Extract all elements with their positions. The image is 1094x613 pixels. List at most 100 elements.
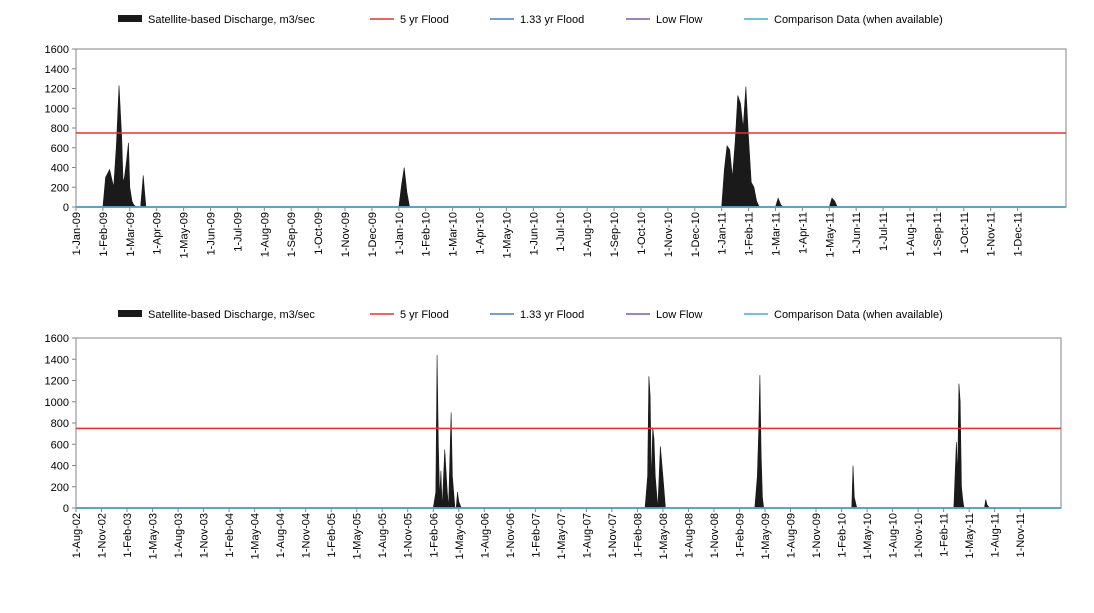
- chart-2: Satellite-based Discharge, m3/sec 5 yr Fl…: [45, 309, 1062, 559]
- x-tick-label: 1-May-05: [352, 513, 364, 559]
- x-tick-label: 1-Nov-08: [709, 513, 721, 558]
- x-tick-label: 1-Jan-11: [717, 212, 729, 255]
- x-tick-label: 1-May-10: [862, 513, 874, 559]
- legend-entry: Comparison Data (when available): [774, 309, 943, 321]
- legend-swatch: [118, 310, 142, 317]
- x-tick-label: 1-Jun-11: [851, 212, 863, 255]
- x-tick-label: 1-Aug-07: [581, 513, 593, 558]
- y-tick-label: 800: [51, 418, 69, 430]
- x-tick-label: 1-Apr-10: [475, 212, 487, 255]
- legend-entry: Low Flow: [656, 309, 703, 321]
- x-tick-label: 1-Aug-11: [990, 513, 1002, 557]
- chart-1: Satellite-based Discharge, m3/sec 5 yr Fl…: [45, 14, 1067, 258]
- x-tick-label: 1-Nov-11: [1015, 513, 1027, 557]
- x-tick-label: 1-Aug-10: [582, 212, 594, 257]
- y-tick-label: 200: [51, 482, 69, 494]
- legend-entry: 5 yr Flood: [400, 309, 449, 321]
- x-tick-label: 1-Nov-05: [403, 513, 415, 558]
- x-tick-label: 1-Aug-04: [275, 513, 287, 558]
- x-tick-label: 1-Nov-03: [199, 513, 211, 558]
- y-tick-label: 800: [51, 123, 69, 135]
- x-tick-label: 1-Mar-10: [448, 212, 460, 257]
- legend-entry: Satellite-based Discharge, m3/sec: [148, 14, 315, 26]
- legend-swatch: [118, 15, 142, 22]
- x-tick-label: 1-Aug-09: [259, 212, 271, 257]
- legend-entry: Satellite-based Discharge, m3/sec: [148, 309, 315, 321]
- x-tick-label: 1-Jul-09: [232, 212, 244, 252]
- y-tick-label: 200: [51, 182, 69, 194]
- y-tick-label: 600: [51, 143, 69, 155]
- x-tick-label: 1-Sep-10: [609, 212, 621, 257]
- y-tick-label: 1200: [45, 376, 69, 388]
- x-tick-label: 1-Dec-09: [367, 212, 379, 257]
- x-tick-label: 1-May-04: [250, 513, 262, 559]
- x-tick-label: 1-Jun-10: [528, 212, 540, 255]
- y-tick-label: 1000: [45, 397, 69, 409]
- x-tick-label: 1-Feb-11: [744, 212, 756, 256]
- x-tick-label: 1-Nov-06: [505, 513, 517, 558]
- x-tick-label: 1-May-11: [964, 513, 976, 559]
- x-tick-label: 1-Sep-09: [286, 212, 298, 257]
- x-tick-label: 1-Feb-07: [530, 513, 542, 558]
- x-tick-label: 1-Sep-11: [932, 212, 944, 256]
- x-tick-label: 1-Feb-10: [421, 212, 433, 257]
- x-tick-label: 1-May-10: [501, 212, 513, 258]
- x-tick-label: 1-Nov-07: [607, 513, 619, 558]
- x-tick-label: 1-May-07: [556, 513, 568, 559]
- y-tick-label: 400: [51, 461, 69, 473]
- x-tick-label: 1-Nov-11: [986, 212, 998, 256]
- x-tick-label: 1-May-11: [824, 212, 836, 258]
- x-tick-label: 1-May-08: [658, 513, 670, 559]
- legend: Satellite-based Discharge, m3/sec 5 yr Fl…: [118, 309, 943, 321]
- x-tick-label: 1-Aug-09: [786, 513, 798, 558]
- y-tick-label: 600: [51, 439, 69, 451]
- x-tick-label: 1-Nov-09: [811, 513, 823, 558]
- plot-area: [75, 337, 1062, 509]
- x-tick-label: 1-Feb-09: [734, 513, 746, 558]
- x-tick-label: 1-May-09: [760, 513, 772, 559]
- x-tick-label: 1-Mar-09: [125, 212, 137, 257]
- x-tick-label: 1-Apr-09: [152, 212, 164, 255]
- x-tick-label: 1-Feb-09: [98, 212, 110, 257]
- x-tick-label: 1-Feb-10: [837, 513, 849, 558]
- x-tick-label: 1-Nov-09: [340, 212, 352, 257]
- x-tick-label: 1-Feb-11: [939, 513, 951, 557]
- y-tick-label: 0: [63, 503, 69, 515]
- x-tick-label: 1-Feb-08: [632, 513, 644, 558]
- x-tick-label: 1-Aug-03: [173, 513, 185, 558]
- legend-entry: 5 yr Flood: [400, 14, 449, 26]
- y-tick-label: 1200: [45, 84, 69, 96]
- y-tick-label: 1600: [45, 333, 69, 345]
- x-tick-label: 1-Aug-10: [888, 513, 900, 558]
- discharge-area: [76, 354, 1061, 509]
- y-tick-label: 1000: [45, 103, 69, 115]
- x-tick-label: 1-Aug-06: [479, 513, 491, 558]
- legend-entry: Low Flow: [656, 14, 703, 26]
- legend-entry: 1.33 yr Flood: [520, 309, 584, 321]
- x-tick-label: 1-Aug-11: [905, 212, 917, 256]
- x-tick-label: 1-Oct-09: [313, 212, 325, 255]
- x-tick-label: 1-Jul-11: [878, 212, 890, 251]
- discharge-area: [76, 85, 1066, 208]
- x-tick-label: 1-Apr-11: [797, 212, 809, 254]
- y-tick-label: 1400: [45, 354, 69, 366]
- x-tick-label: 1-Jul-10: [555, 212, 567, 252]
- x-tick-label: 1-Nov-10: [913, 513, 925, 558]
- x-tick-label: 1-Nov-04: [301, 513, 313, 558]
- x-tick-label: 1-Mar-11: [770, 212, 782, 256]
- y-tick-label: 400: [51, 163, 69, 175]
- x-tick-label: 1-Jan-09: [71, 212, 83, 255]
- x-tick-label: 1-Aug-05: [377, 513, 389, 558]
- x-tick-label: 1-Aug-02: [71, 513, 83, 558]
- y-tick-label: 0: [63, 202, 69, 214]
- y-tick-label: 1600: [45, 44, 69, 56]
- legend-entry: 1.33 yr Flood: [520, 14, 584, 26]
- legend: Satellite-based Discharge, m3/sec 5 yr Fl…: [118, 14, 943, 26]
- x-tick-label: 1-May-03: [148, 513, 160, 559]
- y-tick-label: 1400: [45, 64, 69, 76]
- x-tick-label: 1-Aug-08: [683, 513, 695, 558]
- x-tick-label: 1-Feb-04: [224, 513, 236, 558]
- x-tick-label: 1-Oct-10: [636, 212, 648, 255]
